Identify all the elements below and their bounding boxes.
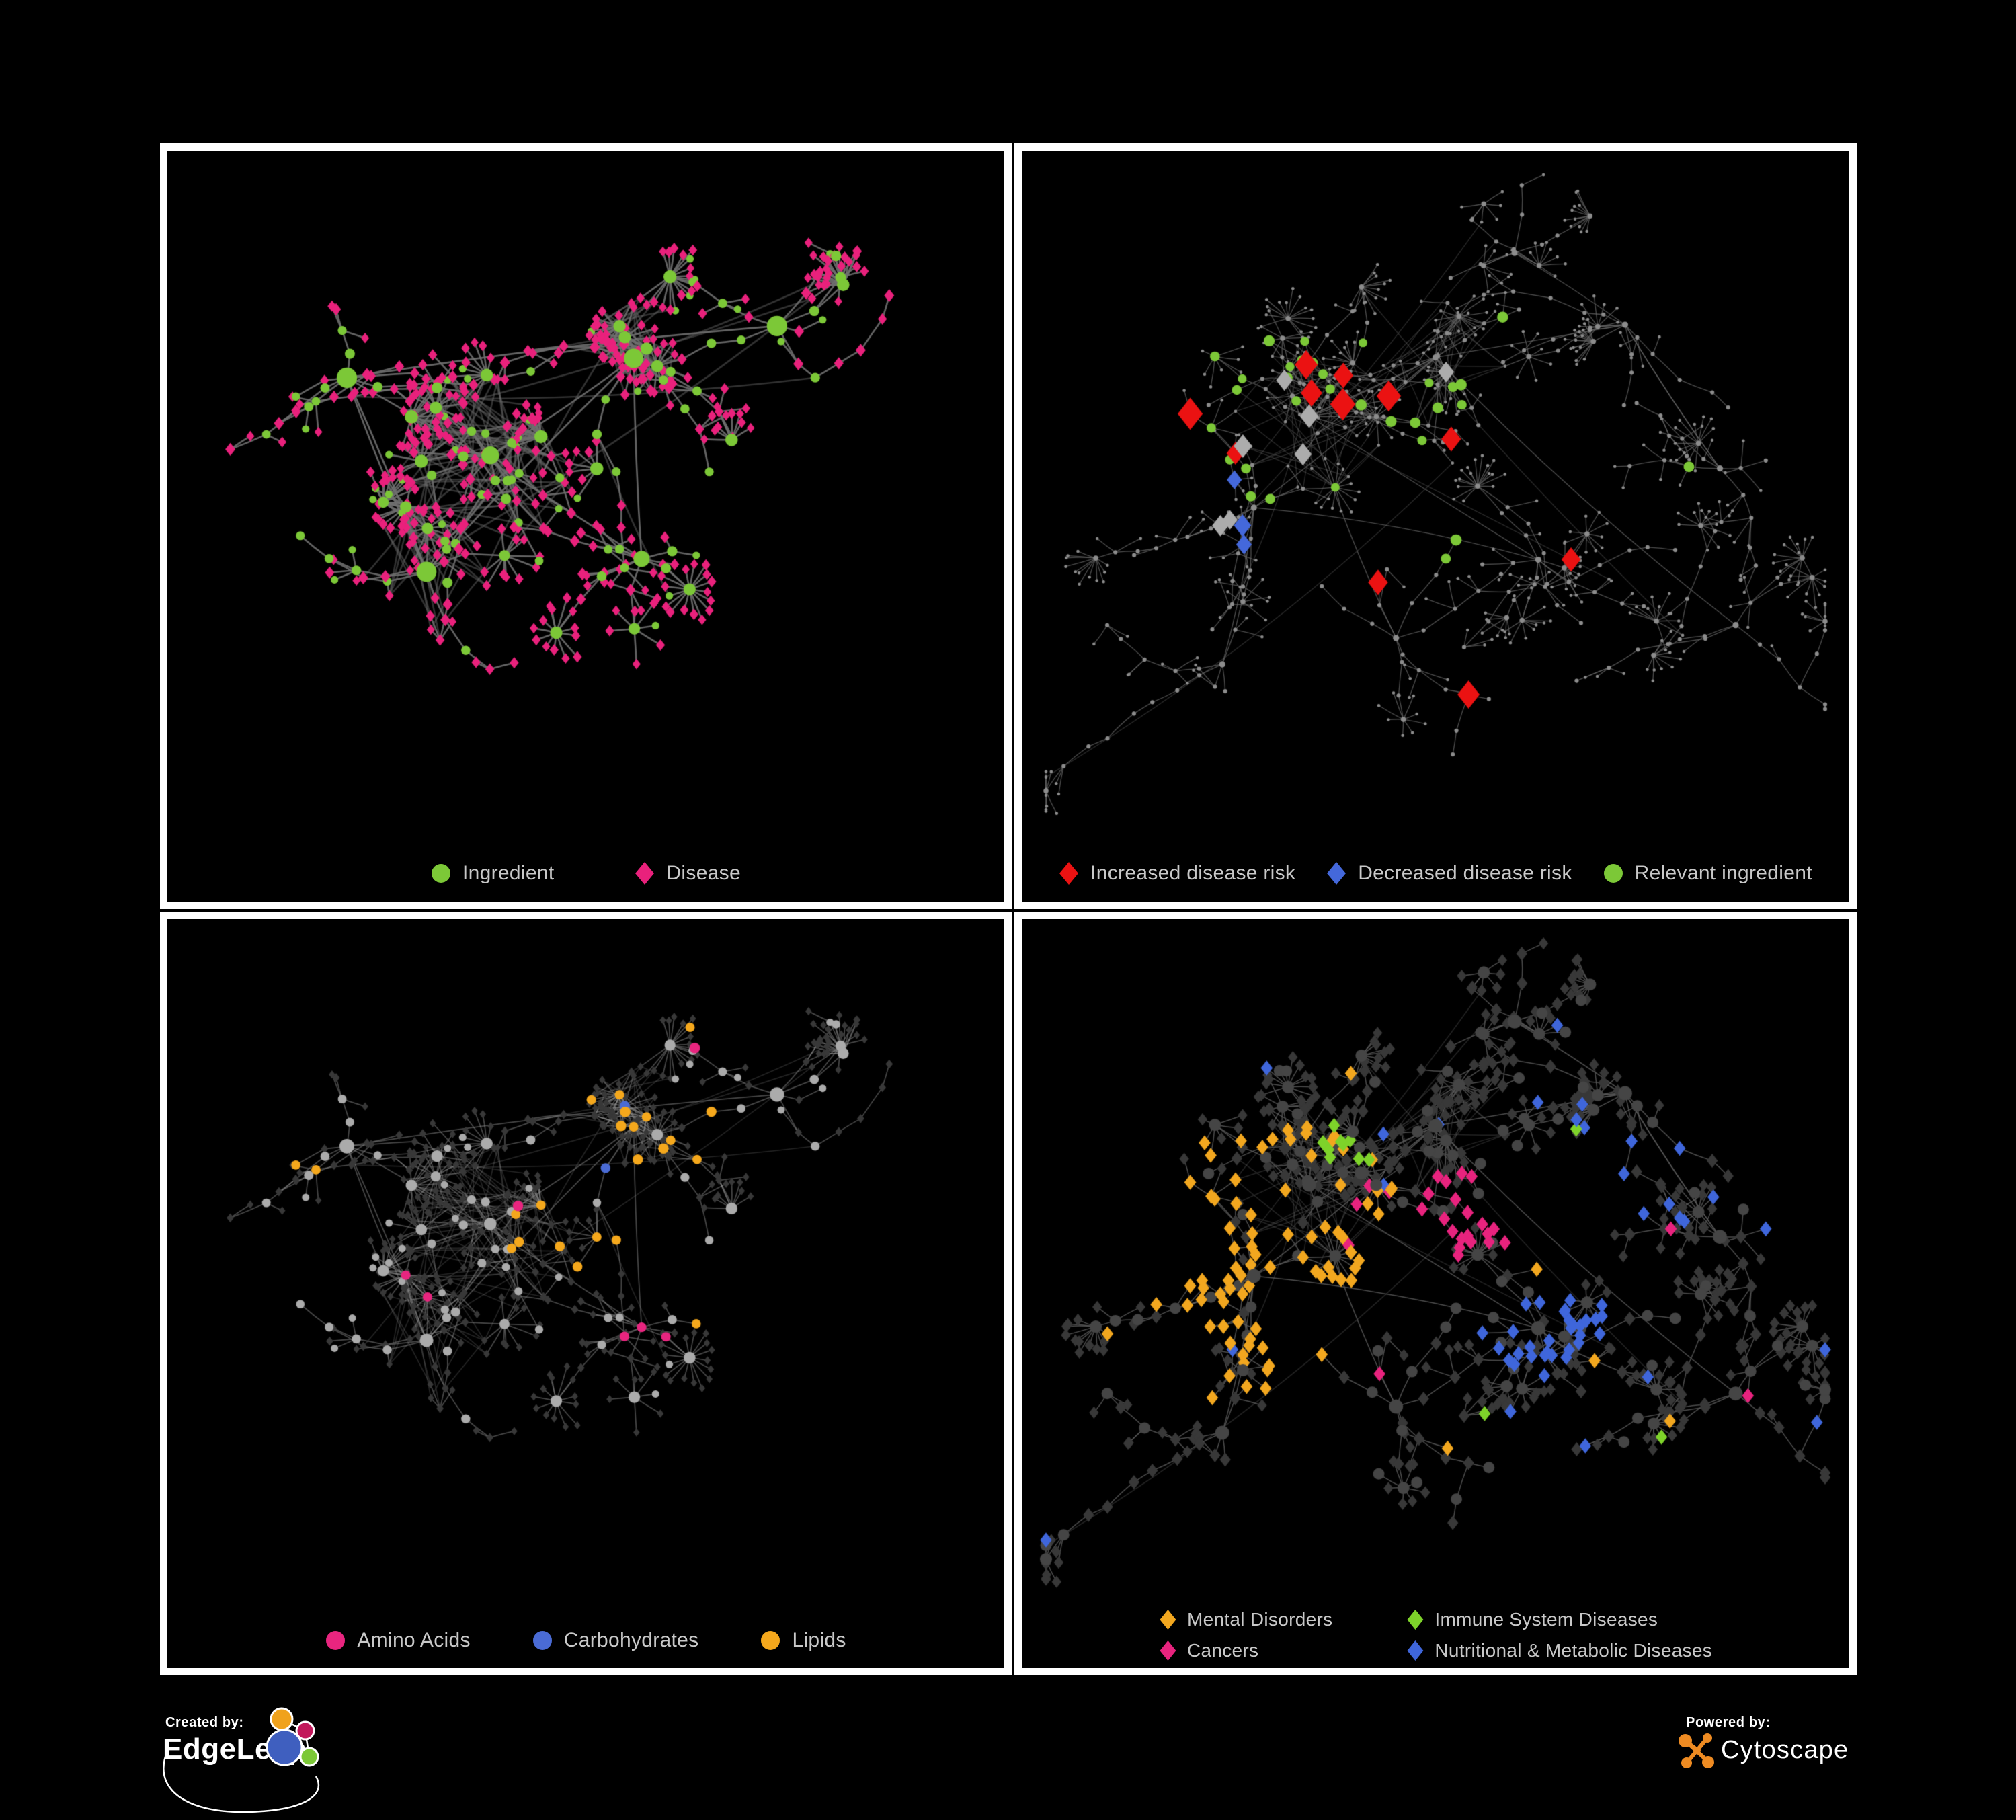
edgeleap-green-node (299, 1747, 319, 1767)
panel-disease-risk: Increased disease risk Decreased disease… (1014, 143, 1857, 909)
created-by-label: Created by: (165, 1715, 244, 1730)
cytoscape-brand: Cytoscape (1721, 1736, 1849, 1764)
legend-item-nutritional-metabolic-diseases: Nutritional & Metabolic Diseases (1406, 1640, 1712, 1661)
network-canvas-nutrient-classes (167, 919, 1004, 1668)
cancers-diamond-icon (1159, 1640, 1176, 1661)
cytoscape-logo-icon (1679, 1733, 1714, 1768)
ingredient-circle-icon (432, 864, 451, 883)
legend-nutrient-classes: Amino Acids Carbohydrates Lipids (167, 1629, 1004, 1652)
legend-item-ingredient: Ingredient (431, 862, 554, 885)
edgeleap-logo-icon (163, 1707, 320, 1813)
legend-item-lipids: Lipids (760, 1629, 846, 1652)
legend-label: Mental Disorders (1186, 1609, 1333, 1630)
decreased-risk-diamond-icon (1327, 862, 1346, 885)
legend-item-decreased-risk: Decreased disease risk (1326, 861, 1572, 885)
legend-item-relevant-ingredient: Relevant ingredient (1603, 862, 1812, 885)
disease-diamond-icon (635, 862, 655, 885)
panel-ingredient-disease: Ingredient Disease (160, 143, 1012, 909)
amino-acids-circle-icon (326, 1631, 346, 1650)
legend-label: Relevant ingredient (1634, 862, 1812, 884)
legend-label: Ingredient (462, 862, 555, 884)
legend-label: Cancers (1186, 1640, 1259, 1661)
immune-system-diamond-icon (1407, 1610, 1424, 1630)
edgeleap-orange-node (270, 1707, 294, 1731)
lipids-circle-icon (761, 1631, 780, 1650)
powered-by-label: Powered by: (1686, 1715, 1771, 1730)
legend-disease-classes: Mental Disorders Immune System Diseases … (1159, 1609, 1712, 1661)
legend-label: Decreased disease risk (1358, 862, 1572, 884)
legend-label: Amino Acids (357, 1629, 471, 1651)
legend-item-increased-risk: Increased disease risk (1059, 861, 1295, 885)
legend-disease-risk: Increased disease risk Decreased disease… (1022, 861, 1849, 885)
nutritional-metabolic-diamond-icon (1407, 1640, 1424, 1661)
panel-nutrient-classes: Amino Acids Carbohydrates Lipids (160, 912, 1012, 1675)
network-canvas-disease-risk (1022, 151, 1849, 902)
legend-ingredient-disease: Ingredient Disease (167, 861, 1004, 885)
legend-item-immune-system-diseases: Immune System Diseases (1406, 1609, 1712, 1630)
legend-label: Nutritional & Metabolic Diseases (1435, 1640, 1713, 1661)
legend-label: Lipids (792, 1629, 846, 1651)
mental-disorders-diamond-icon (1159, 1610, 1176, 1630)
edgeleap-magenta-node (295, 1720, 315, 1741)
relevant-ingredient-circle-icon (1603, 864, 1623, 883)
edgeleap-blue-node (266, 1729, 303, 1766)
legend-label: Carbohydrates (563, 1629, 699, 1651)
legend-item-cancers: Cancers (1159, 1640, 1332, 1661)
legend-label: Immune System Diseases (1435, 1609, 1658, 1630)
legend-label: Increased disease risk (1090, 862, 1296, 884)
legend-label: Disease (666, 862, 741, 884)
legend-item-amino-acids: Amino Acids (325, 1629, 470, 1652)
network-canvas-ingredient-disease (167, 151, 1004, 902)
panel-disease-classes: Mental Disorders Immune System Diseases … (1014, 912, 1857, 1675)
increased-risk-diamond-icon (1059, 862, 1079, 885)
legend-item-disease: Disease (635, 861, 741, 885)
network-canvas-disease-classes (1022, 919, 1849, 1668)
legend-item-mental-disorders: Mental Disorders (1159, 1609, 1332, 1630)
carbohydrates-circle-icon (532, 1631, 552, 1650)
legend-item-carbohydrates: Carbohydrates (532, 1629, 699, 1652)
